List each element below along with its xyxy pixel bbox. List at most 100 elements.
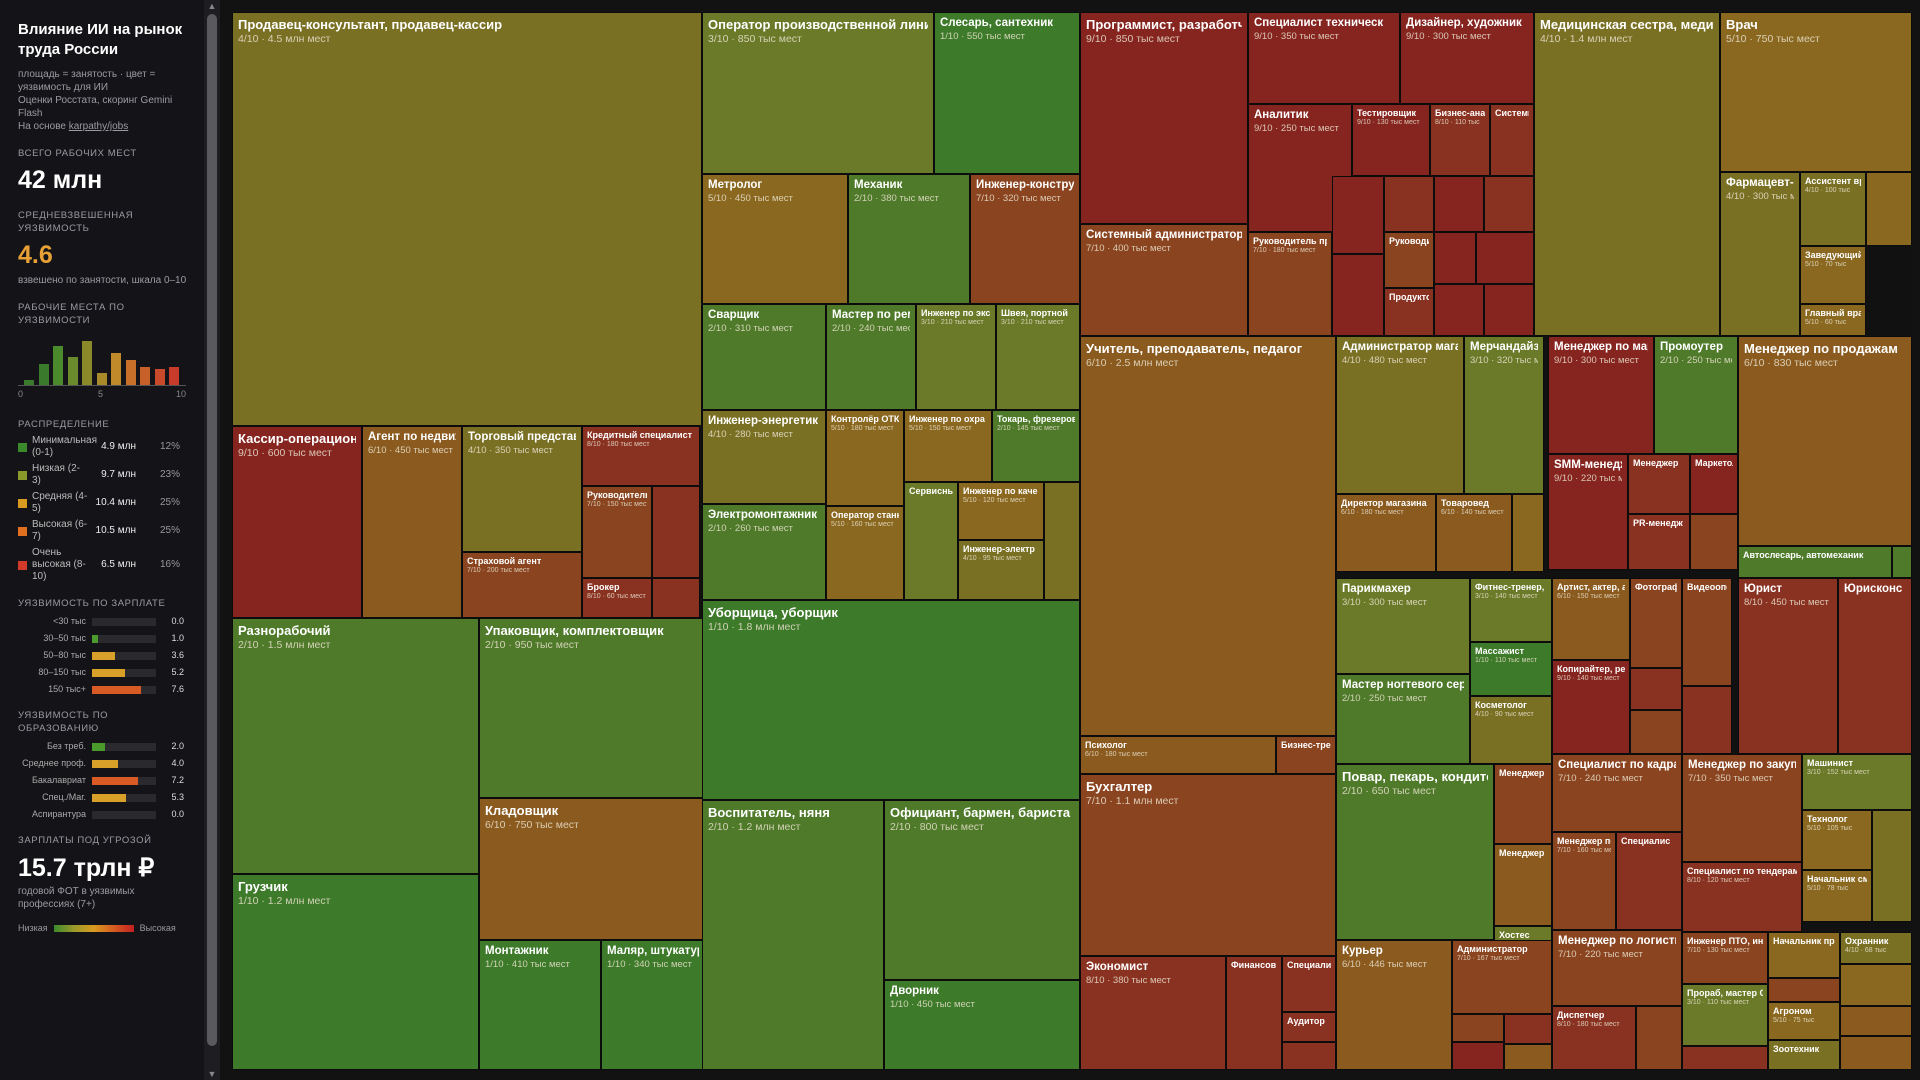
tile-тестировщик[interactable]: Тестировщик 9/10 · 130 тыс мест bbox=[1352, 104, 1430, 176]
tile-косметолог[interactable]: Косметолог 4/10 · 90 тыс мест bbox=[1470, 696, 1552, 764]
tile-кладовщик[interactable]: Кладовщик 6/10 · 750 тыс мест bbox=[479, 798, 705, 940]
tile-руководитель[interactable]: Руководитель 7/10 · 150 тыс мест bbox=[582, 486, 652, 578]
tile-мастер-по-ремонту[interactable]: Мастер по ремонту2/10 · 240 тыс мест bbox=[826, 304, 916, 410]
tile-инженер-энергетик[interactable]: Инженер-энергетик 4/10 · 280 тыс мест bbox=[702, 410, 826, 504]
tile-упаковщик-комплектовщик[interactable]: Упаковщик, комплектовщик 2/10 · 950 тыс м… bbox=[479, 618, 705, 798]
tile-ассистент-вр[interactable]: Ассистент вр 4/10 · 100 тыс bbox=[1800, 172, 1866, 246]
tile-технолог[interactable]: Технолог 5/10 · 105 тыс bbox=[1802, 810, 1872, 870]
tile-инженер-электр[interactable]: Инженер-электр 4/10 · 95 тыс мест bbox=[958, 540, 1044, 600]
tile-маляр-штукатур[interactable]: Маляр, штукатур 1/10 · 340 тыс мест bbox=[601, 940, 705, 1070]
tile-диспетчер[interactable]: Диспетчер 8/10 · 180 тыс мест bbox=[1552, 1006, 1636, 1070]
tile-аудитор[interactable]: Аудитор bbox=[1282, 1012, 1336, 1042]
tile-инженер-по-экс[interactable]: Инженер по экс 3/10 · 210 тыс мест bbox=[916, 304, 996, 410]
tile-агент-по-недвижимости[interactable]: Агент по недвижимости6/10 · 450 тыс мест bbox=[362, 426, 462, 618]
tile-автослесарь-автомеханик[interactable]: Автослесарь, автомеханик bbox=[1738, 546, 1892, 578]
tile-повар-пекарь-кондитер[interactable]: Повар, пекарь, кондитер 2/10 · 650 тыс ме… bbox=[1336, 764, 1494, 940]
tile-юрист[interactable]: Юрист 8/10 · 450 тыс мест bbox=[1738, 578, 1838, 754]
tile-smm-менеджер[interactable]: SMM-менеджер9/10 · 220 тыс мест bbox=[1548, 454, 1628, 570]
tile-монтажник[interactable]: Монтажник 1/10 · 410 тыс мест bbox=[479, 940, 601, 1070]
tile-инженер-конструктор[interactable]: Инженер-конструктор7/10 · 320 тыс мест bbox=[970, 174, 1080, 304]
tile-unlabeled[interactable] bbox=[1452, 1014, 1504, 1042]
tile-заведующий[interactable]: Заведующий 5/10 · 70 тыс bbox=[1800, 246, 1866, 304]
tile-unlabeled[interactable] bbox=[1504, 1044, 1552, 1070]
tile-экономист[interactable]: Экономист 8/10 · 380 тыс мест bbox=[1080, 956, 1226, 1070]
tile-учитель-преподаватель-педагог[interactable]: Учитель, преподаватель, педагог 6/10 · 2.… bbox=[1080, 336, 1336, 736]
tile-воспитатель-няня[interactable]: Воспитатель, няня 2/10 · 1.2 млн мест bbox=[702, 800, 884, 1070]
tile-руководитель-пр[interactable]: Руководитель пр 7/10 · 180 тыс мест bbox=[1248, 232, 1332, 336]
tile-администратор[interactable]: Администратор 7/10 · 167 тыс мест bbox=[1452, 940, 1552, 1014]
tile-pr-менедж[interactable]: PR-менедж bbox=[1628, 514, 1690, 570]
tile-менеджер-по[interactable]: Менеджер по7/10 · 160 тыс мест bbox=[1552, 832, 1616, 930]
tile-фотограф[interactable]: Фотограф bbox=[1630, 578, 1682, 668]
tile-менеджер[interactable]: Менеджер bbox=[1494, 844, 1552, 926]
tile-менеджер-по-закупкам[interactable]: Менеджер по закупкам7/10 · 350 тыс мест bbox=[1682, 754, 1802, 862]
sidebar-scrollbar[interactable]: ▲ ▼ bbox=[204, 0, 220, 1080]
tile-unlabeled[interactable] bbox=[1892, 546, 1912, 578]
tile-unlabeled[interactable] bbox=[652, 578, 700, 618]
tile-метролог[interactable]: Метролог 5/10 · 450 тыс мест bbox=[702, 174, 848, 304]
tile-уборщица-уборщик[interactable]: Уборщица, уборщик 1/10 · 1.8 млн мест bbox=[702, 600, 1080, 800]
tile-менеджер-по-маркетингу[interactable]: Менеджер по маркетингу9/10 · 300 тыс мес… bbox=[1548, 336, 1654, 454]
tile-кассир-операционист[interactable]: Кассир-операционист9/10 · 600 тыс мест bbox=[232, 426, 362, 618]
tile-электромонтажник[interactable]: Электромонтажник 2/10 · 260 тыс мест bbox=[702, 504, 826, 600]
tile-курьер[interactable]: Курьер 6/10 · 446 тыс мест bbox=[1336, 940, 1452, 1070]
tile-мерчандайзер[interactable]: Мерчандайзер3/10 · 320 тыс мест bbox=[1464, 336, 1544, 494]
tile-машинист[interactable]: Машинист 3/10 · 152 тыс мест bbox=[1802, 754, 1912, 810]
scroll-up-icon[interactable]: ▲ bbox=[207, 1, 217, 11]
tile-артист-актер-а[interactable]: Артист, актер, а 6/10 · 150 тыс мест bbox=[1552, 578, 1630, 660]
tile-специалис[interactable]: Специалис bbox=[1616, 832, 1682, 930]
tile-официант-бармен-бариста[interactable]: Официант, бармен, бариста 2/10 · 800 тыс … bbox=[884, 800, 1080, 980]
tile-мастер-ногтевого-сервиса[interactable]: Мастер ногтевого сервиса2/10 · 250 тыс м… bbox=[1336, 674, 1470, 764]
tile-механик[interactable]: Механик 2/10 · 380 тыс мест bbox=[848, 174, 970, 304]
tile-менеджер[interactable]: Менеджер bbox=[1628, 454, 1690, 514]
tile-unlabeled[interactable] bbox=[1044, 482, 1080, 600]
tile-unlabeled[interactable] bbox=[1630, 710, 1682, 754]
tile-юрисконс[interactable]: Юрисконс bbox=[1838, 578, 1912, 754]
tile-страховой-агент[interactable]: Страховой агент 7/10 · 200 тыс мест bbox=[462, 552, 582, 618]
tile-unlabeled[interactable] bbox=[1840, 1036, 1912, 1070]
tile-фитнес-тренер-инструктор[interactable]: Фитнес-тренер, инструктор3/10 · 140 тыс … bbox=[1470, 578, 1552, 642]
tile-бизнес-тре[interactable]: Бизнес-тре bbox=[1276, 736, 1336, 774]
tile-парикмахер[interactable]: Парикмахер 3/10 · 300 тыс мест bbox=[1336, 578, 1470, 674]
tile-unlabeled[interactable] bbox=[1384, 176, 1434, 232]
tile-начальник-прс[interactable]: Начальник прс bbox=[1768, 932, 1840, 978]
tile-unlabeled[interactable] bbox=[1504, 1014, 1552, 1044]
tile-специалист-по-кадрам[interactable]: Специалист по кадрам 7/10 · 240 тыс мест bbox=[1552, 754, 1682, 832]
tile-торговый-представитель[interactable]: Торговый представитель4/10 · 350 тыс мес… bbox=[462, 426, 582, 552]
tile-директор-магазина[interactable]: Директор магазина 6/10 · 180 тыс мест bbox=[1336, 494, 1436, 572]
tile-дворник[interactable]: Дворник 1/10 · 450 тыс мест bbox=[884, 980, 1080, 1070]
tile-контролёр-отк[interactable]: Контролёр ОТК 5/10 · 180 тыс мест bbox=[826, 410, 904, 506]
tile-психолог[interactable]: Психолог 6/10 · 180 тыс мест bbox=[1080, 736, 1276, 774]
tile-unlabeled[interactable] bbox=[1484, 284, 1534, 336]
tile-инженер-по-охра[interactable]: Инженер по охра 5/10 · 150 тыс мест bbox=[904, 410, 992, 482]
tile-unlabeled[interactable] bbox=[1434, 176, 1484, 232]
tile-специалист-по-тендерам[interactable]: Специалист по тендерам 8/10 · 120 тыс мес… bbox=[1682, 862, 1802, 932]
tile-массажист[interactable]: Массажист 1/10 · 110 тыс мест bbox=[1470, 642, 1552, 696]
tile-агроном[interactable]: Агроном 5/10 · 75 тыс bbox=[1768, 1002, 1840, 1040]
tile-unlabeled[interactable] bbox=[1872, 810, 1912, 922]
tile-unlabeled[interactable] bbox=[1512, 494, 1544, 572]
tile-менеджер-по-логистике[interactable]: Менеджер по логистике7/10 · 220 тыс мест bbox=[1552, 930, 1682, 1006]
tile-unlabeled[interactable] bbox=[1484, 176, 1534, 232]
tile-товаровед[interactable]: Товаровед 6/10 · 140 тыс мест bbox=[1436, 494, 1512, 572]
tile-маркетол[interactable]: Маркетол bbox=[1690, 454, 1738, 514]
tile-специалис[interactable]: Специалис bbox=[1282, 956, 1336, 1012]
tile-бизнес-анал[interactable]: Бизнес-анал8/10 · 110 тыс bbox=[1430, 104, 1490, 176]
tile-главный-вра[interactable]: Главный вра 5/10 · 60 тыс bbox=[1800, 304, 1866, 336]
tile-дизайнер-художник[interactable]: Дизайнер, художник 9/10 · 300 тыс мест bbox=[1400, 12, 1534, 104]
tile-брокер[interactable]: Брокер 8/10 · 60 тыс мест bbox=[582, 578, 652, 618]
tile-unlabeled[interactable] bbox=[1636, 1006, 1682, 1070]
tile-прораб-мастер-с[interactable]: Прораб, мастер С 3/10 · 110 тыс мест bbox=[1682, 984, 1768, 1046]
tile-unlabeled[interactable] bbox=[1682, 1046, 1768, 1070]
tile-сервисны[interactable]: Сервисны bbox=[904, 482, 958, 600]
tile-менеджер[interactable]: Менеджер bbox=[1494, 764, 1552, 844]
tile-фармацевт-провизор[interactable]: Фармацевт-провизор4/10 · 300 тыс мест bbox=[1720, 172, 1800, 336]
tile-начальник-см[interactable]: Начальник см 5/10 · 78 тыс bbox=[1802, 870, 1872, 922]
tile-unlabeled[interactable] bbox=[1682, 686, 1732, 754]
tile-аналитик[interactable]: Аналитик 9/10 · 250 тыс мест bbox=[1248, 104, 1352, 232]
scroll-down-icon[interactable]: ▼ bbox=[207, 1069, 217, 1079]
tile-кредитный-специалист[interactable]: Кредитный специалист 8/10 · 180 тыс мест bbox=[582, 426, 700, 486]
tile-токарь-фрезеров[interactable]: Токарь, фрезеров 2/10 · 145 тыс мест bbox=[992, 410, 1080, 482]
tile-unlabeled[interactable] bbox=[1332, 254, 1384, 336]
